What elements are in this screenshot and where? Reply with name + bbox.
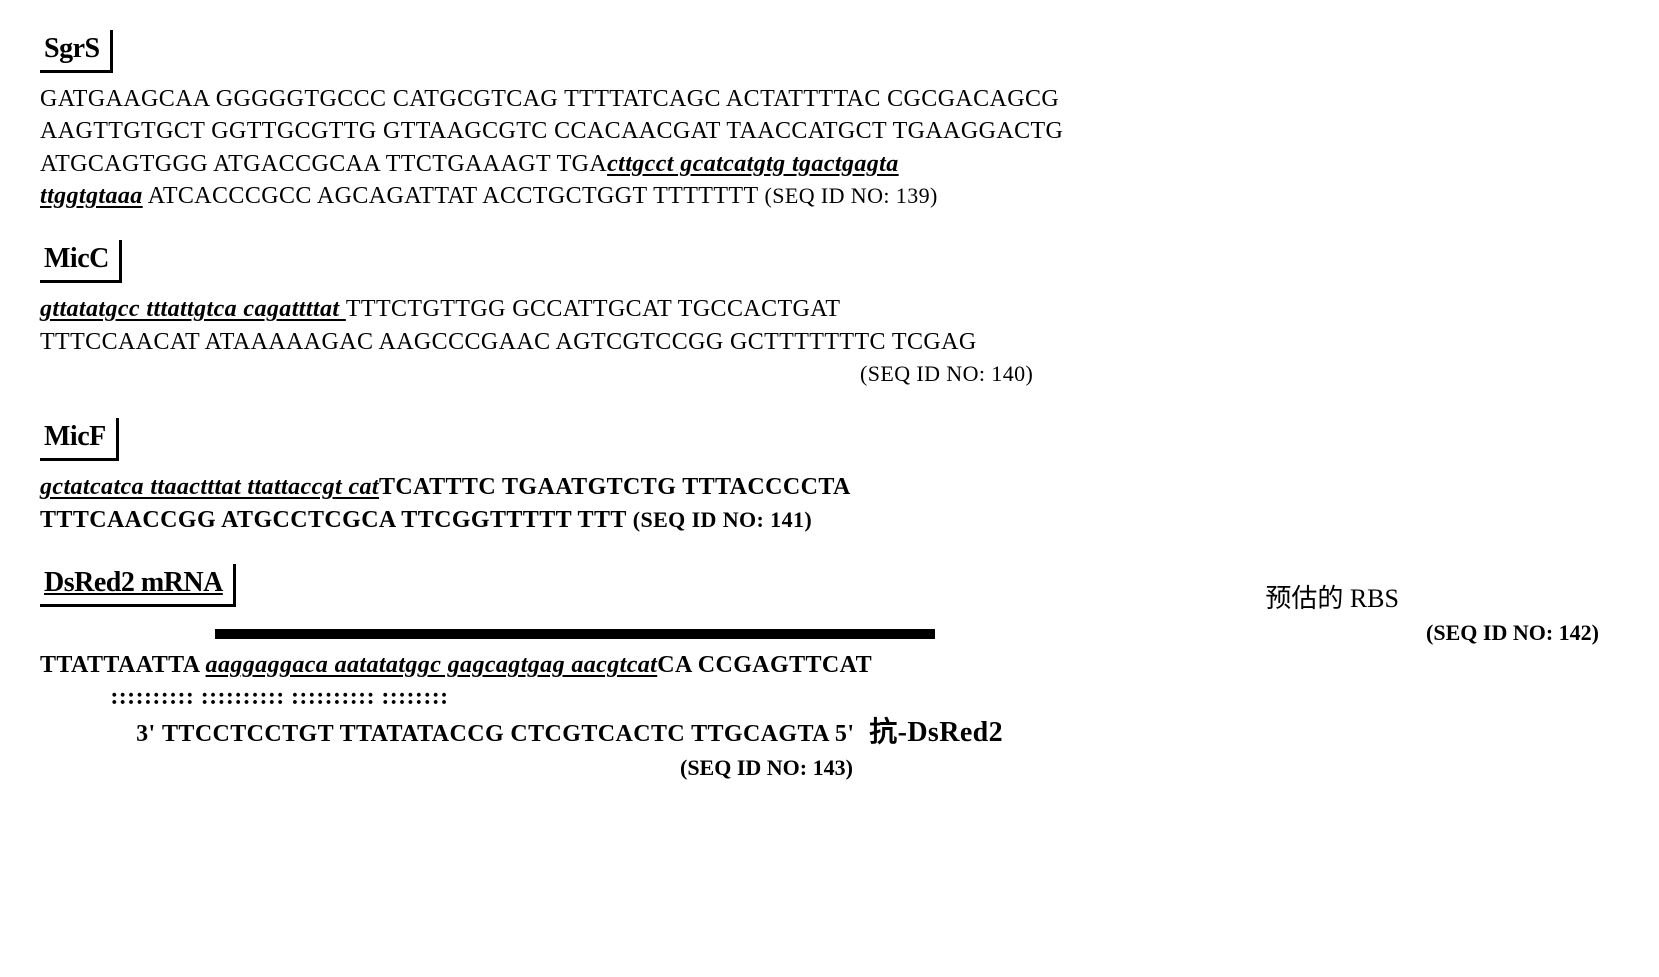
micc-line1: gttatatgcc tttattgtca cagattttat TTTCTGT… <box>40 293 1619 325</box>
dsred-align: :::::::::: :::::::::: :::::::::: :::::::… <box>40 681 1619 713</box>
rbs-cn: 预估的 <box>1265 584 1343 613</box>
micf-section: MicF gctatcatca ttaactttat ttattaccgt ca… <box>40 418 1619 536</box>
dsred-anti-line: 3' TTCCTCCTGT TTATATACCG CTCGTCACTC TTGC… <box>40 714 1619 752</box>
micf-line1-italic: gctatcatca ttaactttat ttattaccgt cat <box>40 474 379 500</box>
micf-label: MicF <box>40 418 119 461</box>
dsred-seqid-142: (SEQ ID NO: 142) <box>1426 620 1599 645</box>
dsred-mrna-italic: aaggaggaca aatatatggc gagcagtgag aacgtca… <box>206 652 658 678</box>
prime5: 5' <box>835 721 854 747</box>
sgrs-line3-italic: cttgcct gcatcatgtg tgactgagta <box>607 151 899 177</box>
dsred-mrna-line: TTATTAATTA aaggaggaca aatatatggc gagcagt… <box>40 649 1619 681</box>
micc-seqid-row: (SEQ ID NO: 140) <box>40 358 1619 390</box>
sgrs-label: SgrS <box>40 30 113 73</box>
sgrs-seqid: (SEQ ID NO: 139) <box>765 183 938 208</box>
sgrs-line1: GATGAAGCAA GGGGGTGCCC CATGCGTCAG TTTTATC… <box>40 83 1619 115</box>
micf-line2: TTTCAACCGG ATGCCTCGCA TTCGGTTTTT TTT (SE… <box>40 504 1619 536</box>
dsred-seqid-143: (SEQ ID NO: 143) <box>680 755 853 780</box>
dsred-header-row: DsRed2 mRNA 预估的 RBS <box>40 564 1619 617</box>
anti-dsred2-label: 抗-DsRed2 <box>854 717 1003 748</box>
dsred-label: DsRed2 mRNA <box>40 564 236 607</box>
micf-line1: gctatcatca ttaactttat ttattaccgt catTCAT… <box>40 471 1619 503</box>
sgrs-line4: ttggtgtaaa ATCACCCGCC AGCAGATTAT ACCTGCT… <box>40 180 1619 212</box>
micc-label: MicC <box>40 240 122 283</box>
sgrs-line2: AAGTTGTGCT GGTTGCGTTG GTTAAGCGTC CCACAAC… <box>40 115 1619 147</box>
micc-line1-italic: gttatatgcc tttattgtca cagattttat <box>40 296 346 322</box>
dsred-section: DsRed2 mRNA 预估的 RBS (SEQ ID NO: 142) TTA… <box>40 564 1619 784</box>
rbs-en: RBS <box>1343 584 1399 613</box>
micc-section: MicC gttatatgcc tttattgtca cagattttat TT… <box>40 240 1619 390</box>
sgrs-line3: ATGCAGTGGG ATGACCGCAA TTCTGAAAGT TGActtg… <box>40 148 1619 180</box>
prime3: 3' <box>40 718 162 750</box>
micf-seqid: (SEQ ID NO: 141) <box>633 507 812 532</box>
sgrs-section: SgrS GATGAAGCAA GGGGGTGCCC CATGCGTCAG TT… <box>40 30 1619 212</box>
micc-seqid: (SEQ ID NO: 140) <box>860 361 1033 386</box>
micc-line2: TTTCCAACAT ATAAAAAGAC AAGCCCGAAC AGTCGTC… <box>40 326 1619 358</box>
dsred-rbs-wrap: 预估的 RBS <box>236 581 1619 616</box>
rbs-bar <box>215 629 935 639</box>
sgrs-line4-italic: ttggtgtaaa <box>40 183 143 209</box>
seqid-143-row: (SEQ ID NO: 143) <box>40 752 1619 784</box>
